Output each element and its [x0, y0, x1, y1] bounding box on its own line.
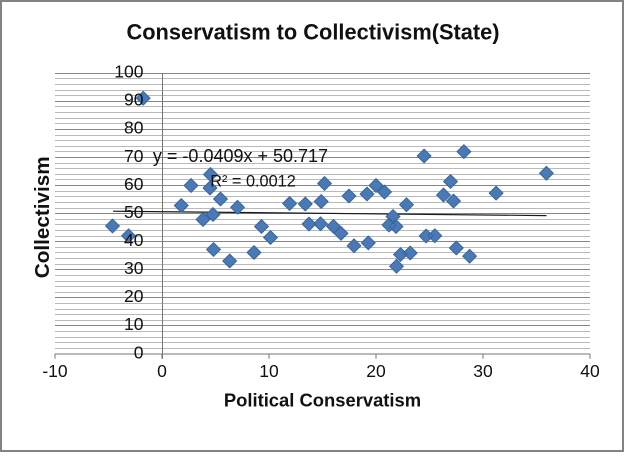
svg-text:y = -0.0409x + 50.717: y = -0.0409x + 50.717 [153, 146, 328, 166]
svg-text:10: 10 [259, 361, 279, 381]
svg-text:R² = 0.0012: R² = 0.0012 [210, 173, 296, 191]
svg-text:0: 0 [157, 361, 167, 381]
svg-text:20: 20 [124, 286, 144, 306]
svg-text:-10: -10 [42, 361, 68, 381]
svg-text:30: 30 [473, 361, 493, 381]
svg-text:10: 10 [124, 314, 144, 334]
svg-text:Political Conservatism: Political Conservatism [224, 390, 421, 411]
svg-text:90: 90 [124, 90, 144, 110]
svg-text:20: 20 [366, 361, 386, 381]
svg-text:80: 80 [124, 118, 144, 138]
svg-text:100: 100 [114, 62, 143, 82]
svg-text:30: 30 [124, 258, 144, 278]
svg-text:40: 40 [124, 230, 144, 250]
svg-text:50: 50 [124, 202, 144, 222]
svg-text:60: 60 [124, 174, 144, 194]
svg-text:70: 70 [124, 146, 144, 166]
svg-text:Conservatism to Collectivism(S: Conservatism to Collectivism(State) [126, 20, 499, 45]
svg-text:40: 40 [580, 361, 600, 381]
svg-text:0: 0 [134, 342, 144, 362]
svg-text:Collectivism: Collectivism [31, 156, 54, 278]
